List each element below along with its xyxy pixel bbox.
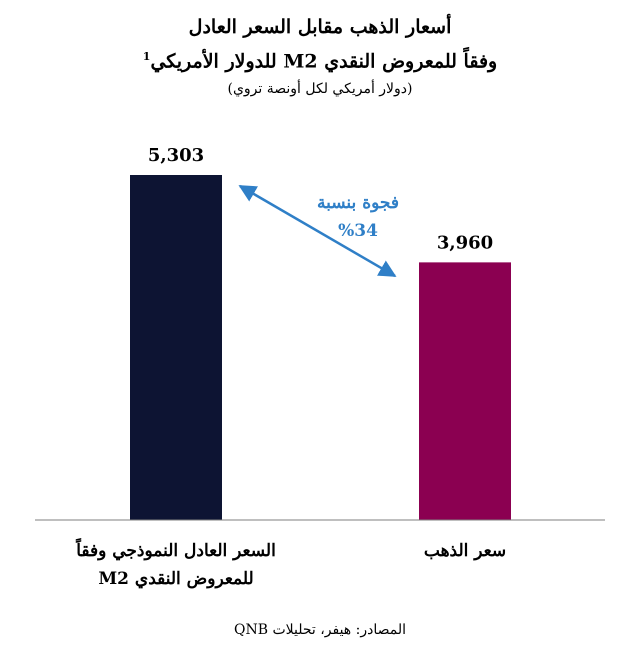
gap-arrow [238,184,397,278]
chart-subtitle: (دولار أمريكي لكل أونصة تروي) [227,81,413,98]
bar-1 [130,175,222,520]
title-line-1: أسعار الذهب مقابل السعر العادل [188,16,452,38]
category-label-1-line-2: للمعروض النقدي M2 [98,569,253,589]
value-label-2: 3,960 [437,232,493,253]
bar-2 [419,262,511,520]
gap-annotation-line-1: فجوة بنسبة [317,193,399,213]
title-line-2-text: وفقاً للمعروض النقدي M2 للدولار الأمريكي [150,50,498,73]
gap-annotation-line-2: %34 [338,221,378,241]
labels-group: 5,303 السعر العادل النموذجي وفقاً للمعروض … [75,145,506,589]
bars-group [130,175,511,520]
title-superscript: 1 [142,50,151,63]
category-label-2-line-1: سعر الذهب [424,541,506,561]
title-line-2: وفقاً للمعروض النقدي M2 للدولار الأمريكي… [0,42,640,76]
value-label-1: 5,303 [148,145,204,166]
source-note: المصادر: هيفر، تحليلات QNB [234,622,406,638]
category-label-1-line-1: السعر العادل النموذجي وفقاً [75,537,276,561]
chart-title: أسعار الذهب مقابل السعر العادل وفقاً للم… [0,12,640,100]
